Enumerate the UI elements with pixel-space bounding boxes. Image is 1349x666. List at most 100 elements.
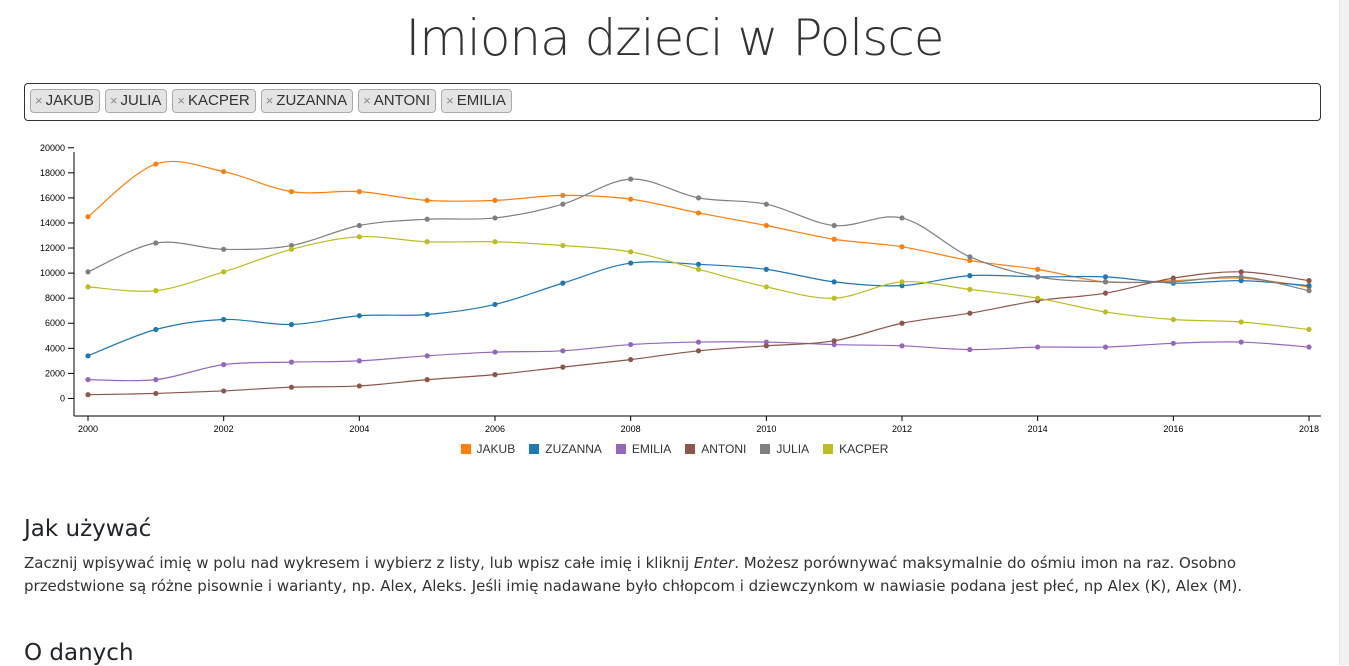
data-point-zuzanna [221,316,227,323]
data-point-kacper [560,242,566,249]
x-tick-label: 2002 [214,424,234,434]
data-point-kacper [1170,316,1176,323]
data-point-antoni [1306,278,1312,284]
remove-antoni-icon[interactable]: × [363,93,371,108]
tag-antoni: × ANTONI [358,89,437,113]
data-point-jakub [492,197,498,204]
legend-item-jakub: JAKUB [460,442,516,456]
data-point-emilia [763,339,769,345]
x-tick-label: 2000 [78,424,98,434]
data-point-jakub [153,161,159,167]
tag-label: EMILIA [456,92,506,109]
data-point-antoni [1238,269,1244,275]
data-point-jakub [288,189,295,195]
tag-label: KACPER [188,92,250,109]
x-tick-label: 2004 [349,424,369,434]
y-tick-label: 6000 [45,318,65,328]
data-point-julia [560,201,566,207]
y-tick-label: 10000 [40,268,65,278]
data-point-julia [628,176,634,182]
data-point-kacper [1102,309,1109,315]
data-point-zuzanna [831,279,837,285]
howto-text-part: Zacznij wpisywać imię w polu nad wykrese… [24,554,694,572]
data-point-kacper [831,295,837,301]
data-point-jakub [85,214,91,220]
howto-heading: Jak używać [24,516,152,542]
selected-names-list: × JAKUB × JULIA × KACPER × ZUZANNA × ANTONI ×… [30,89,512,113]
y-tick-label: 0 [60,393,65,403]
data-point-zuzanna [85,353,91,359]
tag-label: ANTONI [373,92,431,109]
data-point-julia [763,201,769,207]
data-point-zuzanna [1238,278,1244,284]
remove-kacper-icon[interactable]: × [177,93,185,108]
data-point-zuzanna [356,313,362,319]
y-tick-label: 14000 [40,218,65,228]
name-search-input[interactable]: × JAKUB × JULIA × KACPER × ZUZANNA × ANTONI ×… [24,83,1321,121]
data-point-julia [1238,274,1244,280]
x-tick-label: 2010 [756,424,776,434]
data-point-antoni [763,343,769,349]
tag-kacper: × KACPER [172,89,256,113]
data-point-antoni [424,377,430,383]
data-point-jakub [424,197,430,204]
y-tick-label: 8000 [45,293,65,303]
remove-julia-icon[interactable]: × [109,93,118,108]
data-point-antoni [288,384,295,390]
data-point-julia [288,242,295,249]
legend-swatch [760,444,771,454]
data-point-jakub [763,222,769,229]
tag-jakub: × JAKUB [30,89,100,113]
remove-zuzanna-icon[interactable]: × [265,93,274,108]
data-point-antoni [356,383,362,389]
chart-legend: JAKUB ZUZANNA EMILIA ANTONI JULIA KACPER [0,442,1349,456]
tag-emilia: × EMILIA [441,89,512,113]
data-point-antoni [967,310,973,316]
legend-item-emilia: EMILIA [615,442,672,456]
data-point-zuzanna [492,301,498,308]
data-point-kacper [288,246,295,252]
series-line-emilia [87,341,1310,382]
page-title: Imiona dzieci w Polsce [405,9,944,67]
y-tick-label: 18000 [40,168,65,178]
data-point-emilia [356,358,362,364]
legend-swatch [460,444,471,454]
x-tick-label: 2008 [621,424,641,434]
names-line-chart: 2000 2002 2004 2006 2008 2010 2012 2014 2016 2018… [40,143,1321,434]
remove-jakub-icon[interactable]: × [35,93,43,108]
tag-zuzanna: × ZUZANNA [260,89,354,113]
data-point-julia [153,240,159,246]
legend-item-julia: JULIA [760,442,809,456]
data-point-kacper [1306,326,1312,333]
remove-emilia-icon[interactable]: × [446,93,454,108]
data-point-julia [492,215,498,221]
data-point-julia [85,269,91,275]
legend-swatch [685,444,696,454]
data-point-zuzanna [628,260,634,266]
series-line-antoni [87,271,1310,396]
data-point-julia [1102,279,1109,285]
y-tick-label: 20000 [40,143,65,153]
data-point-antoni [85,392,91,398]
data-point-jakub [967,257,973,264]
data-point-zuzanna [1306,283,1312,289]
data-point-antoni [560,364,566,370]
data-point-zuzanna [153,326,159,333]
legend-label: JULIA [776,442,810,456]
vertical-scrollbar[interactable] [1339,0,1349,665]
data-point-jakub [356,189,362,195]
x-tick-label: 2014 [1028,424,1048,434]
data-point-julia [695,195,702,201]
data-point-emilia [628,341,634,348]
data-point-kacper [424,239,430,245]
legend-label: EMILIA [631,442,672,456]
legend-swatch [823,444,834,454]
legend-label: JAKUB [476,442,516,456]
data-point-jakub [831,236,837,242]
data-point-julia [899,215,905,221]
data-point-antoni [221,388,227,394]
data-point-kacper [85,284,91,290]
data-point-antoni [153,390,159,397]
data-point-kacper [967,286,973,293]
name-text-entry[interactable] [545,90,849,116]
